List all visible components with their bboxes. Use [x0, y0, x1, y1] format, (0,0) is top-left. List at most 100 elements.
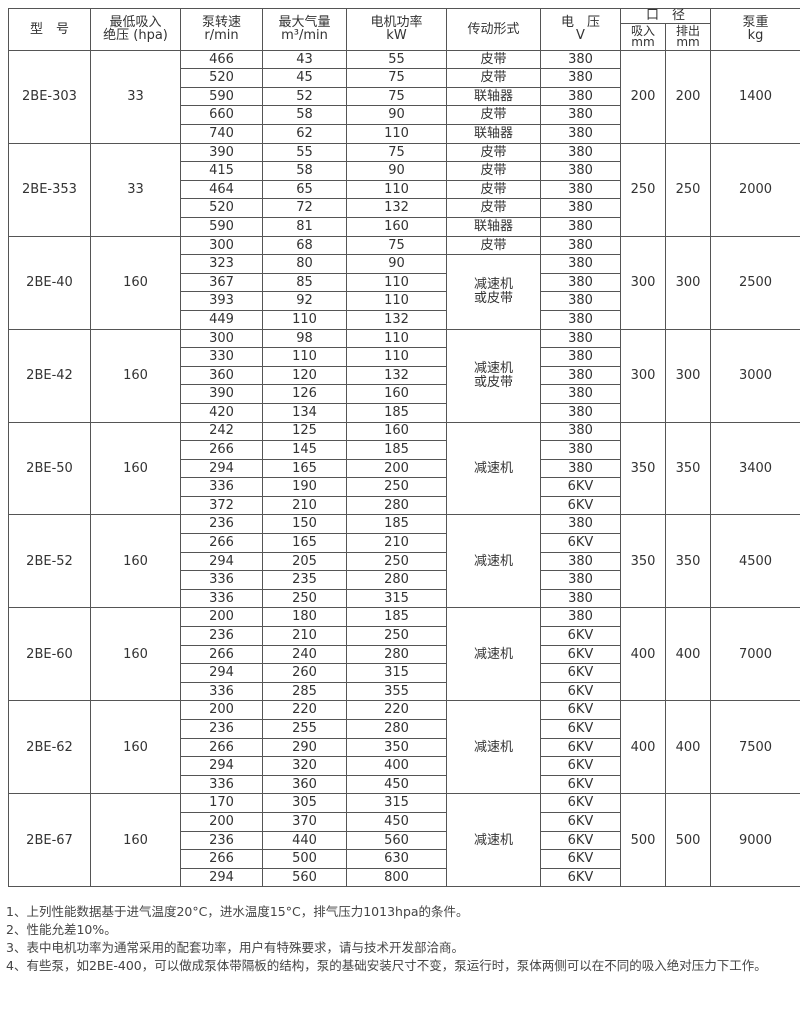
power-cell: 110 [346, 179, 447, 200]
flow-cell: 285 [262, 681, 347, 702]
flow-cell: 320 [262, 756, 347, 776]
table-row: 360 120 132 380 [9, 365, 800, 386]
power-cell: 75 [346, 86, 447, 107]
table-row: 336 190 250 6KV [9, 477, 800, 497]
speed-cell: 390 [180, 384, 263, 404]
voltage-cell: 6KV [540, 774, 621, 795]
flow-cell: 125 [262, 421, 347, 442]
drive-cell: 减速机 [446, 514, 541, 609]
drive-cell: 减速机 [446, 607, 541, 702]
power-cell: 560 [346, 830, 447, 851]
drive-cell: 皮带 [446, 142, 541, 163]
table-row: 2BE-50 160 242 125 160 减速机 380 350 350 3400 [8, 421, 800, 516]
flow-cell: 560 [262, 867, 347, 888]
drive-cell: 联轴器 [446, 124, 541, 144]
flow-cell: 165 [262, 458, 347, 479]
min-pressure-cell: 160 [90, 700, 181, 795]
power-cell: 110 [346, 272, 447, 293]
min-pressure-cell: 160 [90, 421, 181, 516]
table-row: 740 62 110 联轴器 380 [9, 124, 800, 144]
weight-cell: 3400 [710, 421, 800, 516]
drive-cell: 皮带 [446, 105, 541, 126]
note: 1、上列性能数据基于进气温度20°C，进水温度15°C，排气压力1013hpa的… [6, 904, 469, 919]
drive-cell: 皮带 [446, 235, 541, 256]
drive-cell: 减速机 或皮带 [446, 328, 541, 423]
table-row: 236 440 560 6KV [9, 830, 800, 851]
speed-cell: 200 [180, 700, 263, 721]
speed-cell: 266 [180, 849, 263, 869]
discharge-cell: 350 [664, 514, 712, 609]
speed-cell: 740 [180, 124, 263, 144]
voltage-cell: 6KV [540, 849, 621, 869]
flow-cell: 240 [262, 644, 347, 665]
power-cell: 75 [346, 68, 447, 88]
table-row: 200 370 450 6KV [9, 811, 800, 832]
voltage-cell: 6KV [540, 867, 621, 888]
drive-cell: 皮带 [446, 68, 541, 88]
table-row: 336 235 280 380 [9, 570, 800, 590]
speed-cell: 415 [180, 161, 263, 181]
voltage-cell: 380 [540, 570, 621, 590]
speed-cell: 520 [180, 198, 263, 218]
model-cell: 2BE-42 [8, 328, 91, 423]
power-cell: 800 [346, 867, 447, 888]
speed-cell: 236 [180, 830, 263, 851]
suction-cell: 400 [620, 700, 666, 795]
power-cell: 280 [346, 644, 447, 665]
drive-cell: 减速机 [446, 700, 541, 795]
flow-cell: 126 [262, 384, 347, 404]
speed-cell: 294 [180, 458, 263, 479]
drive-cell: 皮带 [446, 179, 541, 200]
flow-cell: 250 [262, 588, 347, 609]
power-cell: 160 [346, 216, 447, 237]
model-cell: 2BE-52 [8, 514, 91, 609]
suction-cell: 400 [620, 607, 666, 702]
flow-cell: 85 [262, 272, 347, 293]
power-cell: 450 [346, 774, 447, 795]
speed-cell: 300 [180, 328, 263, 349]
table-row: 2BE-67 160 170 305 315 减速机 6KV 500 500 9000 [8, 793, 800, 888]
power-cell: 132 [346, 309, 447, 330]
speed-cell: 466 [180, 49, 263, 70]
speed-cell: 200 [180, 607, 263, 628]
notes: 1、上列性能数据基于进气温度20°C，进水温度15°C，排气压力1013hpa的… [6, 903, 798, 975]
discharge-cell: 200 [664, 49, 712, 144]
table-row: 266 145 185 380 [9, 440, 800, 460]
voltage-cell: 380 [540, 198, 621, 218]
voltage-cell: 380 [540, 365, 621, 386]
voltage-cell: 6KV [540, 644, 621, 665]
note: 4、有些泵，如2BE-400，可以做成泵体带隔板的结构，泵的基础安装尺寸不变，泵… [6, 958, 767, 973]
flow-cell: 220 [262, 700, 347, 721]
suction-cell: 350 [620, 421, 666, 516]
flow-cell: 210 [262, 495, 347, 516]
power-cell: 280 [346, 495, 447, 516]
voltage-cell: 6KV [540, 663, 621, 683]
drive-cell: 联轴器 [446, 216, 541, 237]
flow-cell: 68 [262, 235, 347, 256]
voltage-cell: 6KV [540, 811, 621, 832]
min-pressure-cell: 160 [90, 793, 181, 888]
table-row: 2BE-62 160 200 220 220 减速机 6KV 400 400 7500 [8, 700, 800, 795]
weight-cell: 1400 [710, 49, 800, 144]
voltage-cell: 380 [540, 124, 621, 144]
header-power: 电机功率 kW [346, 8, 447, 51]
speed-cell: 336 [180, 681, 263, 702]
table-row: 266 290 350 6KV [9, 737, 800, 758]
flow-cell: 98 [262, 328, 347, 349]
table-row: 2BE-303 33 466 43 55 皮带 380 200 200 1400 [8, 49, 800, 144]
suction-cell: 300 [620, 235, 666, 330]
voltage-cell: 380 [540, 105, 621, 126]
table-row: 2BE-52 160 236 150 185 减速机 380 350 350 4500 [8, 514, 800, 609]
voltage-cell: 6KV [540, 495, 621, 516]
power-cell: 160 [346, 421, 447, 442]
power-cell: 75 [346, 142, 447, 163]
table-row: 266 500 630 6KV [9, 849, 800, 869]
table-row: 2BE-60 160 200 180 185 减速机 380 400 400 7000 [8, 607, 800, 702]
power-cell: 55 [346, 49, 447, 70]
table-row: 294 205 250 380 [9, 551, 800, 572]
speed-cell: 336 [180, 588, 263, 609]
power-cell: 220 [346, 700, 447, 721]
weight-cell: 4500 [710, 514, 800, 609]
min-pressure-cell: 33 [90, 142, 181, 237]
flow-cell: 72 [262, 198, 347, 218]
